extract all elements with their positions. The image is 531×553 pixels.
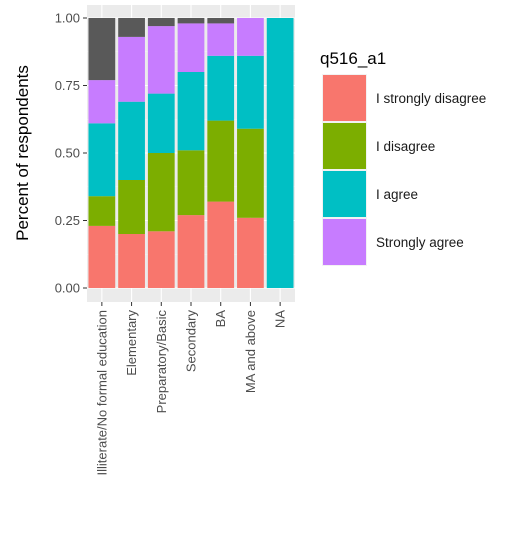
bar-segment	[88, 196, 116, 226]
legend-label: I disagree	[376, 139, 435, 154]
legend-label: I strongly disagree	[376, 91, 486, 106]
y-tick-label: 0.75	[55, 78, 80, 93]
bar-segment	[118, 36, 145, 102]
bar-segment	[237, 55, 264, 129]
bar-segment	[177, 72, 205, 151]
bar-segment	[118, 234, 145, 288]
bar-segment	[177, 215, 205, 288]
legend-key	[323, 219, 366, 265]
bar-segment	[147, 26, 175, 94]
y-tick-label: 1.00	[55, 11, 80, 26]
bars	[88, 18, 294, 288]
bar-segment	[147, 153, 175, 232]
legend-key	[323, 171, 366, 217]
bar-segment	[237, 217, 264, 288]
bar-segment	[237, 18, 264, 56]
bar-segment	[207, 120, 235, 202]
bar-segment	[118, 180, 145, 234]
legend-key	[323, 75, 366, 121]
bar-segment	[147, 93, 175, 153]
x-tick-label: BA	[213, 310, 228, 328]
x-tick-label: Illiterate/No formal education	[94, 310, 109, 475]
x-axis: Illiterate/No formal education Elementary…	[94, 302, 288, 475]
bar-segment	[207, 201, 235, 288]
bar-segment	[88, 18, 116, 81]
bar-segment	[118, 101, 145, 180]
legend-label: I agree	[376, 187, 418, 202]
bar-segment	[177, 23, 205, 72]
bar-segment	[207, 18, 235, 24]
bar-segment	[177, 150, 205, 216]
bar-segment	[207, 23, 235, 56]
bar-segment	[88, 225, 116, 288]
bar-segment	[266, 18, 294, 288]
legend-key	[323, 123, 366, 169]
bar-segment	[147, 231, 175, 288]
bar-segment	[207, 55, 235, 121]
x-tick-label: Elementary	[124, 310, 139, 376]
x-tick-label: MA and above	[243, 310, 258, 393]
bar-segment	[88, 80, 116, 124]
legend-title: q516_a1	[320, 49, 386, 68]
legend: q516_a1 I strongly disagree I disagree I a…	[320, 49, 486, 266]
bar-segment	[147, 18, 175, 27]
y-tick-label: 0.00	[55, 281, 80, 296]
y-tick-label: 0.25	[55, 213, 80, 228]
bar-segment	[118, 18, 145, 37]
x-tick-label: Preparatory/Basic	[154, 310, 169, 414]
legend-label: Strongly agree	[376, 235, 464, 250]
y-tick-label: 0.50	[55, 146, 80, 161]
y-axis: 0.00 0.25 0.50 0.75 1.00	[55, 11, 87, 296]
x-tick-label: NA	[273, 310, 288, 328]
y-axis-title: Percent of respondents	[13, 65, 32, 241]
bar-segment	[88, 123, 116, 197]
bar-segment	[237, 128, 264, 218]
bar-segment	[177, 18, 205, 24]
x-tick-label: Secondary	[184, 310, 199, 373]
